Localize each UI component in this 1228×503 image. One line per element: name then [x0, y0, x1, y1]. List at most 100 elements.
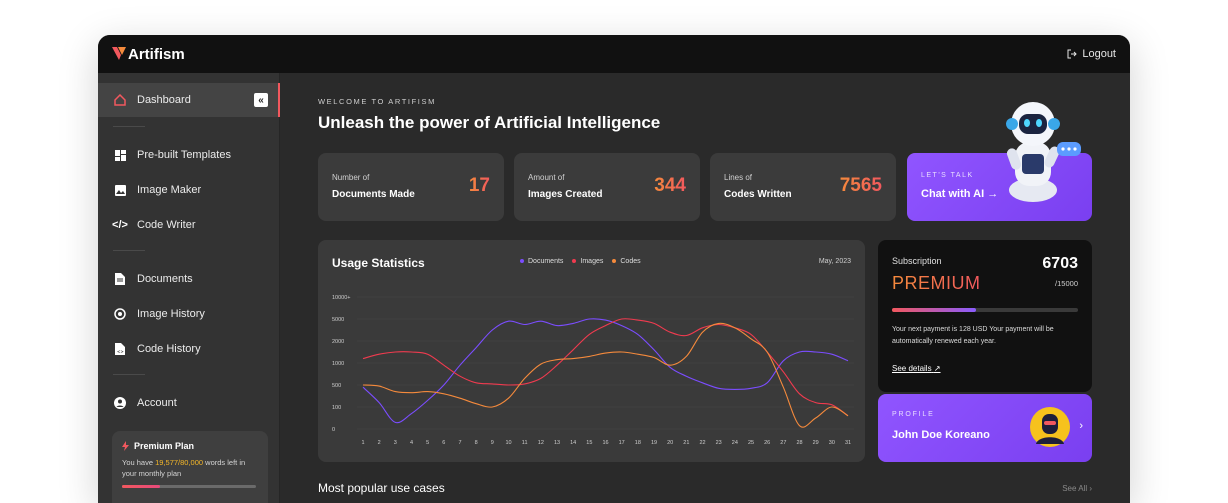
- subscription-total: /15000: [1055, 279, 1078, 288]
- stat-value: 17: [468, 175, 490, 196]
- see-all-label: See All: [1062, 484, 1088, 493]
- sidebar-item-label: Image History: [137, 308, 205, 320]
- avatar: [1030, 407, 1070, 447]
- subscription-progress-fill: [892, 308, 976, 312]
- chevron-right-icon: ›: [1089, 484, 1092, 493]
- legend-item-images[interactable]: Images: [572, 258, 603, 265]
- sidebar-item-label: Code History: [137, 343, 201, 355]
- usage-statistics-chart: Usage Statistics Documents Images Codes …: [318, 240, 865, 462]
- stat-value: 7565: [839, 175, 882, 196]
- plan-text: You have 19,577/80,000 words left in you…: [122, 457, 258, 479]
- x-tick-label: 5: [426, 440, 429, 446]
- x-tick-label: 24: [732, 440, 738, 446]
- legend-item-codes[interactable]: Codes: [612, 258, 641, 265]
- code-file-icon: <>: [113, 342, 127, 356]
- profile-name: John Doe Koreano: [892, 429, 990, 441]
- series-line-codes: [362, 322, 849, 428]
- stat-card-codes: Lines of Codes Written 7565: [710, 153, 896, 221]
- see-all-link[interactable]: See All ›: [1062, 484, 1092, 493]
- chat-cta-label: Chat with AI: [921, 188, 985, 200]
- top-bar: Artifism Logout: [98, 35, 1130, 73]
- see-details-link[interactable]: See details ↗: [892, 364, 941, 373]
- sidebar-item-templates[interactable]: Pre-built Templates: [98, 138, 280, 172]
- x-tick-label: 13: [554, 440, 560, 446]
- arrow-up-right-icon: ↗: [933, 364, 941, 373]
- plan-progress-fill: [122, 485, 160, 488]
- x-tick-label: 18: [635, 440, 641, 446]
- x-tick-label: 1: [361, 440, 364, 446]
- chat-with-ai-card[interactable]: LET'S TALK Chat with AI →: [907, 153, 1092, 221]
- popular-use-cases-title: Most popular use cases: [318, 481, 445, 495]
- x-tick-label: 25: [748, 440, 754, 446]
- x-tick-label: 23: [716, 440, 722, 446]
- stat-label-line2: Codes Written: [724, 189, 792, 200]
- logout-button[interactable]: Logout: [1067, 48, 1116, 60]
- arrow-right-icon: →: [987, 188, 999, 200]
- logout-icon: [1067, 49, 1078, 59]
- sidebar-item-label: Account: [137, 397, 177, 409]
- x-tick-label: 9: [491, 440, 494, 446]
- templates-icon: [113, 148, 127, 162]
- brand-logo[interactable]: Artifism: [112, 46, 185, 63]
- stat-label-line2: Documents Made: [332, 189, 415, 200]
- plan-words-used: 19,577/80,000: [155, 458, 204, 467]
- home-icon: [113, 93, 127, 107]
- profile-card[interactable]: PROFILE John Doe Koreano ›: [878, 394, 1092, 462]
- sidebar-item-dashboard[interactable]: Dashboard «: [98, 83, 280, 117]
- sidebar-item-documents[interactable]: Documents: [98, 262, 280, 296]
- plan-title: Premium Plan: [122, 441, 258, 451]
- sidebar-item-code-writer[interactable]: </> Code Writer: [98, 208, 280, 242]
- plan-text-prefix: You have: [122, 458, 156, 467]
- x-tick-label: 21: [683, 440, 689, 446]
- x-tick-label: 28: [796, 440, 802, 446]
- subscription-note: Your next payment is 128 USD Your paymen…: [892, 326, 1054, 345]
- x-tick-label: 22: [699, 440, 705, 446]
- x-tick-label: 2: [378, 440, 381, 446]
- profile-tag: PROFILE: [892, 411, 935, 418]
- legend-item-documents[interactable]: Documents: [520, 258, 563, 265]
- code-icon: </>: [112, 219, 128, 231]
- chat-cta: Chat with AI →: [921, 188, 998, 200]
- x-tick-label: 26: [764, 440, 770, 446]
- sidebar-item-label: Code Writer: [137, 219, 196, 231]
- sidebar-item-image-history[interactable]: Image History: [98, 297, 280, 331]
- subscription-value: 6703: [1042, 255, 1078, 272]
- premium-plan-card: Premium Plan You have 19,577/80,000 word…: [112, 431, 268, 503]
- sidebar-item-label: Dashboard: [137, 94, 191, 106]
- divider: [113, 374, 145, 375]
- y-tick-label: 100: [332, 405, 341, 411]
- x-tick-label: 19: [651, 440, 657, 446]
- sidebar-item-label: Image Maker: [137, 184, 202, 196]
- x-tick-label: 4: [410, 440, 413, 446]
- document-icon: [113, 272, 127, 286]
- stat-label-line2: Images Created: [528, 189, 603, 200]
- x-tick-label: 10: [505, 440, 511, 446]
- sidebar: Dashboard « Pre-built Templates Image Ma…: [98, 73, 280, 503]
- collapse-sidebar-button[interactable]: «: [254, 93, 268, 107]
- x-tick-label: 14: [570, 440, 576, 446]
- chart-legend: Documents Images Codes: [520, 258, 641, 265]
- sidebar-item-code-history[interactable]: <> Code History: [98, 332, 280, 366]
- subscription-progress-bar: [892, 308, 1078, 312]
- x-tick-label: 15: [586, 440, 592, 446]
- x-tick-label: 8: [475, 440, 478, 446]
- x-tick-label: 29: [813, 440, 819, 446]
- svg-text:<>: <>: [117, 349, 124, 354]
- divider: [113, 126, 145, 127]
- x-tick-label: 17: [619, 440, 625, 446]
- x-tick-label: 16: [602, 440, 608, 446]
- legend-label: Documents: [528, 258, 564, 265]
- stat-card-images: Amount of Images Created 344: [514, 153, 700, 221]
- y-tick-label: 1000: [332, 361, 344, 367]
- x-tick-label: 31: [845, 440, 851, 446]
- main-content: WELCOME TO ARTIFISM Unleash the power of…: [281, 73, 1130, 503]
- stat-label-line1: Amount of: [528, 173, 565, 182]
- plan-title-text: Premium Plan: [134, 441, 195, 451]
- sidebar-item-account[interactable]: Account: [98, 386, 280, 420]
- logout-label: Logout: [1082, 48, 1116, 60]
- divider: [113, 250, 145, 251]
- x-tick-label: 12: [538, 440, 544, 446]
- sidebar-item-image-maker[interactable]: Image Maker: [98, 173, 280, 207]
- series-line-documents: [362, 318, 849, 424]
